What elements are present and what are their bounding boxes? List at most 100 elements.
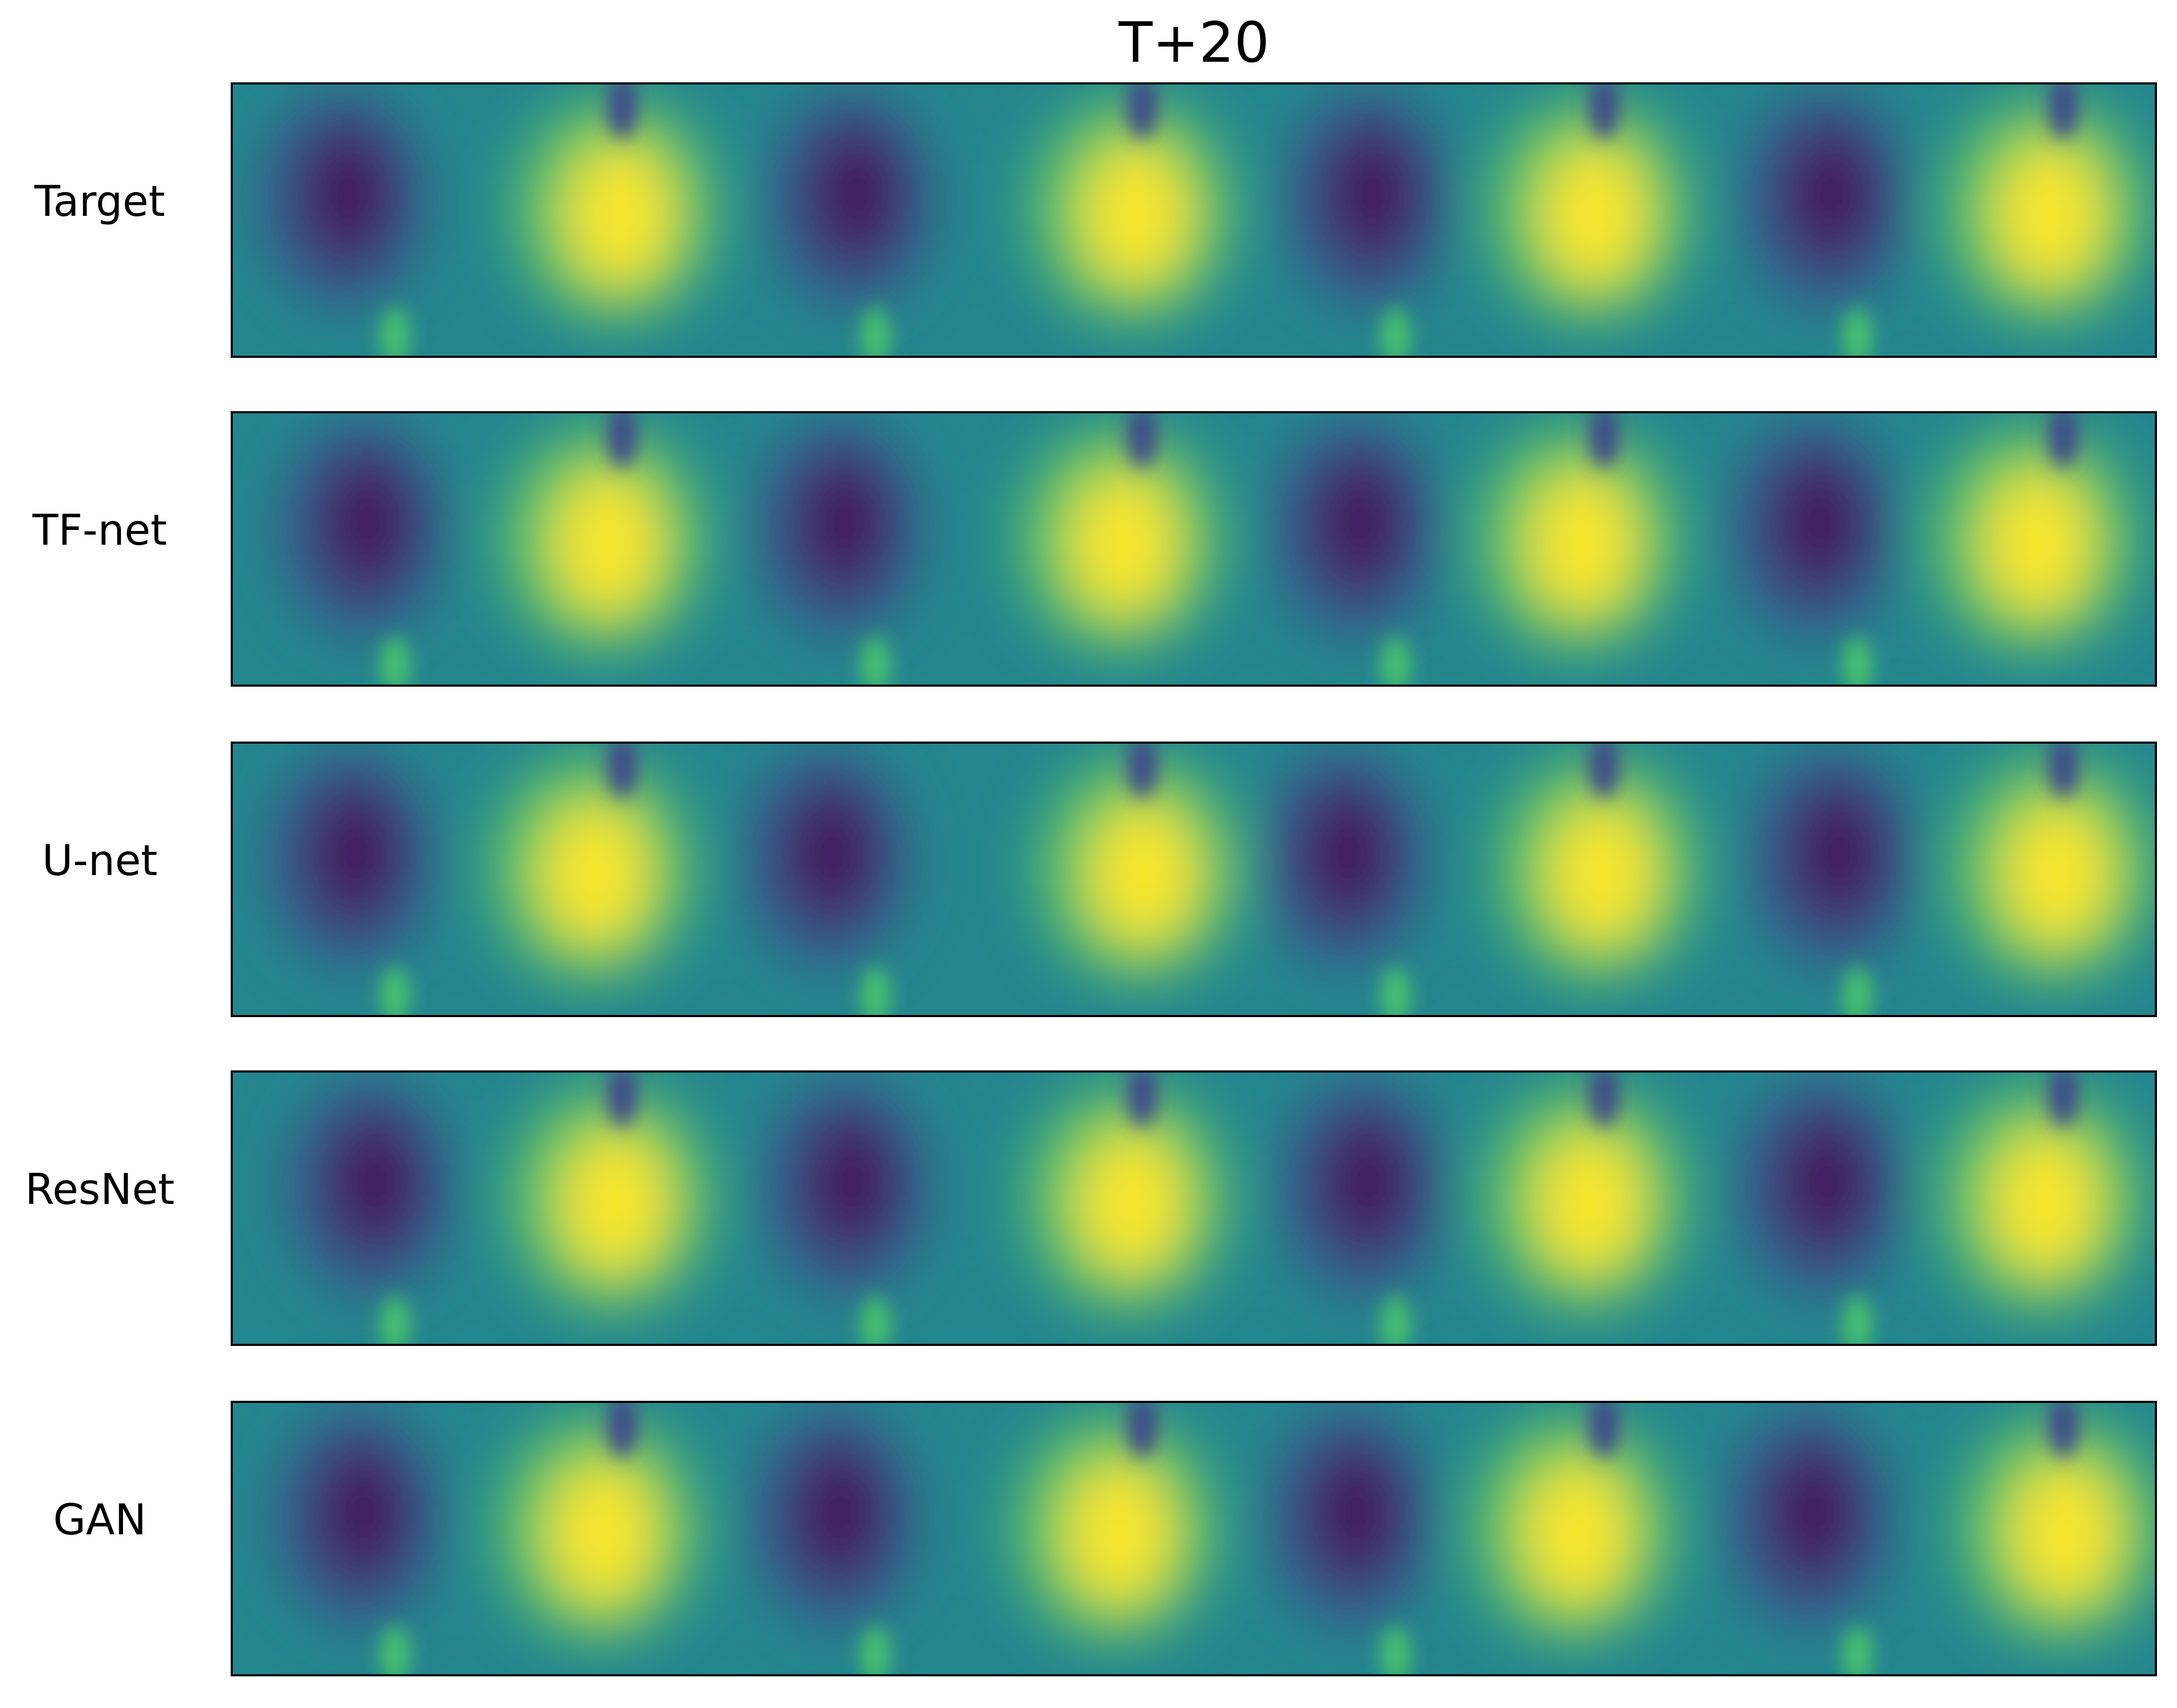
high-core bbox=[1530, 470, 1635, 618]
bottom-spot bbox=[861, 967, 891, 1016]
low-core bbox=[1784, 1114, 1868, 1251]
bottom-spot bbox=[1381, 308, 1411, 357]
high-core bbox=[567, 141, 673, 289]
top-spot bbox=[608, 412, 637, 468]
heatmap-panel bbox=[232, 83, 2156, 357]
high-core bbox=[1084, 141, 1189, 289]
high-core bbox=[1537, 1130, 1643, 1277]
bottom-spot bbox=[1843, 967, 1872, 1016]
heatmap-panel bbox=[232, 412, 2156, 686]
high-core bbox=[1072, 470, 1177, 618]
row-label: TF-net bbox=[32, 506, 167, 555]
top-spot bbox=[1128, 1402, 1157, 1457]
top-spot bbox=[1128, 743, 1157, 798]
low-core bbox=[1330, 126, 1415, 263]
bottom-spot bbox=[1843, 637, 1872, 686]
high-core bbox=[2005, 801, 2110, 948]
heatmap-details bbox=[381, 743, 2078, 1016]
heatmap-details bbox=[381, 83, 2078, 357]
low-core bbox=[1313, 1444, 1398, 1581]
heatmap-field bbox=[263, 94, 2145, 321]
low-core bbox=[790, 785, 874, 922]
high-core bbox=[1542, 141, 1648, 289]
heatmap-details bbox=[381, 1071, 2078, 1345]
bottom-spot bbox=[1381, 1626, 1411, 1675]
bottom-spot bbox=[861, 1296, 891, 1345]
heatmap-details bbox=[381, 412, 2078, 686]
high-core bbox=[1549, 801, 1655, 948]
low-core bbox=[1788, 126, 1873, 263]
high-core bbox=[551, 1460, 656, 1608]
top-spot bbox=[1589, 743, 1619, 798]
high-core bbox=[1067, 1460, 1172, 1608]
bottom-spot bbox=[1381, 1296, 1411, 1345]
top-spot bbox=[1589, 83, 1619, 139]
bottom-spot bbox=[381, 1296, 410, 1345]
bottom-spot bbox=[381, 308, 410, 357]
low-core bbox=[809, 1114, 894, 1251]
top-spot bbox=[608, 743, 637, 798]
heatmap-panel bbox=[232, 743, 2156, 1016]
bottom-spot bbox=[381, 967, 410, 1016]
panel-frame bbox=[231, 1401, 2157, 1676]
high-core bbox=[543, 801, 649, 948]
bottom-spot bbox=[381, 637, 410, 686]
bottom-spot bbox=[861, 1626, 891, 1675]
high-core bbox=[555, 470, 661, 618]
top-spot bbox=[2049, 1071, 2078, 1127]
bottom-spot bbox=[1843, 308, 1872, 357]
row-label: ResNet bbox=[25, 1165, 174, 1214]
high-core bbox=[1993, 1130, 2098, 1277]
bottom-spot bbox=[1843, 1626, 1872, 1675]
row-label: Target bbox=[34, 177, 165, 226]
low-core bbox=[1772, 1444, 1856, 1581]
high-core bbox=[1091, 801, 1197, 948]
bottom-spot bbox=[1381, 637, 1411, 686]
top-spot bbox=[1128, 412, 1157, 468]
panel-frame bbox=[231, 82, 2157, 358]
low-core bbox=[1326, 1114, 1410, 1251]
bottom-spot bbox=[861, 637, 891, 686]
low-core bbox=[333, 1114, 417, 1251]
high-core bbox=[1079, 1130, 1185, 1277]
high-core bbox=[563, 1130, 668, 1277]
top-spot bbox=[608, 1071, 637, 1127]
bottom-spot bbox=[1381, 967, 1411, 1016]
top-spot bbox=[2049, 412, 2078, 468]
high-core bbox=[1985, 470, 2091, 618]
top-spot bbox=[2049, 83, 2078, 139]
row-label: U-net bbox=[42, 836, 158, 885]
low-core bbox=[802, 454, 886, 592]
top-spot bbox=[608, 83, 637, 139]
bottom-spot bbox=[861, 308, 891, 357]
low-core bbox=[1318, 454, 1403, 592]
panel-frame bbox=[231, 411, 2157, 687]
top-spot bbox=[1128, 1071, 1157, 1127]
bottom-spot bbox=[1843, 1296, 1872, 1345]
top-spot bbox=[2049, 743, 2078, 798]
high-core bbox=[1525, 1460, 1631, 1608]
low-core bbox=[313, 785, 397, 922]
low-core bbox=[797, 1444, 882, 1581]
heatmap-field bbox=[271, 753, 2153, 980]
heatmap-panel bbox=[232, 1071, 2156, 1345]
top-spot bbox=[1589, 1402, 1619, 1457]
heatmap-field bbox=[283, 423, 2133, 650]
top-spot bbox=[1589, 1071, 1619, 1127]
top-spot bbox=[608, 1402, 637, 1457]
top-spot bbox=[2049, 1402, 2078, 1457]
low-core bbox=[1306, 785, 1390, 922]
figure-title: T+20 bbox=[1118, 11, 1270, 75]
heatmap-field bbox=[290, 1082, 2141, 1309]
top-spot bbox=[1128, 83, 1157, 139]
low-core bbox=[320, 1444, 405, 1581]
heatmap-field bbox=[278, 1412, 2156, 1639]
heatmap-details bbox=[381, 1402, 2078, 1675]
low-core bbox=[325, 454, 410, 592]
low-core bbox=[1796, 785, 1880, 922]
panel-frame bbox=[231, 1070, 2157, 1346]
heatmap-panel bbox=[232, 1402, 2156, 1675]
top-spot bbox=[1589, 412, 1619, 468]
bottom-spot bbox=[381, 1626, 410, 1675]
